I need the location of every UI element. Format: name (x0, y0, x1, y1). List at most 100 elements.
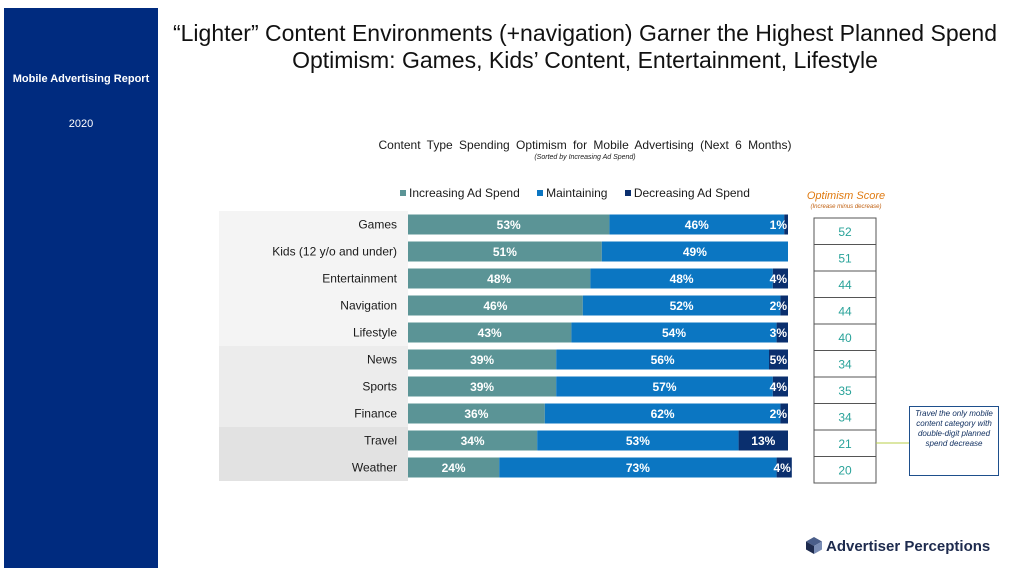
bar-label-maintaining: 73% (626, 461, 650, 475)
report-title: Mobile Advertising Report (12, 73, 150, 85)
bar-label-increasing: 53% (497, 218, 521, 232)
logo-cube-icon (806, 537, 822, 554)
optimism-score-subtitle: (Increase minus decrease) (810, 204, 882, 210)
bar-decreasing (784, 214, 788, 235)
bar-label-increasing: 36% (464, 407, 488, 421)
bar-decreasing (780, 403, 788, 424)
legend-label-maintaining: Maintaining (546, 186, 608, 200)
category-label: Weather (352, 461, 397, 475)
legend-label-increasing: Increasing Ad Spend (409, 186, 520, 200)
bar-maintaining (590, 268, 773, 289)
chart-title: Content Type Spending Optimism for Mobil… (378, 138, 792, 152)
category-group-band-2 (219, 346, 408, 427)
bar-label-maintaining: 53% (626, 434, 650, 448)
bar-decreasing (776, 457, 792, 478)
bar-label-maintaining: 57% (652, 380, 676, 394)
optimism-score-value: 44 (838, 305, 852, 319)
bar-increasing (408, 214, 610, 235)
slide-title: “Lighter” Content Environments (+navigat… (172, 20, 997, 73)
bar-increasing (408, 295, 583, 316)
bar-label-decreasing: 4% (770, 380, 788, 394)
optimism-score-cell (813, 217, 877, 245)
bar-increasing (408, 376, 557, 397)
bar-label-increasing: 24% (442, 461, 466, 475)
bar-maintaining (556, 376, 773, 397)
category-label: Travel (364, 434, 397, 448)
optimism-score-value: 21 (838, 437, 852, 451)
bar-label-maintaining: 62% (651, 407, 675, 421)
category-label: Entertainment (322, 272, 397, 286)
bar-maintaining (556, 349, 769, 370)
bar-decreasing (772, 376, 788, 397)
bar-label-increasing: 48% (487, 272, 511, 286)
optimism-score-value: 44 (838, 278, 852, 292)
category-label: Sports (362, 380, 397, 394)
chart-legend: Increasing Ad Spend Maintaining Decreasi… (400, 186, 764, 200)
optimism-score-cell (813, 350, 877, 378)
optimism-score-cell (813, 376, 877, 404)
optimism-score-value: 35 (838, 384, 852, 398)
bar-label-decreasing: 5% (770, 353, 788, 367)
bar-decreasing (738, 430, 788, 451)
bar-label-increasing: 39% (470, 380, 494, 394)
optimism-score-title: Optimism Score (806, 190, 886, 202)
bar-maintaining (582, 295, 781, 316)
bar-decreasing (772, 268, 788, 289)
category-group-band-1 (219, 211, 408, 346)
report-year: 2020 (68, 118, 94, 130)
bar-label-decreasing: 4% (773, 461, 791, 475)
category-label: Kids (12 y/o and under) (272, 245, 397, 259)
bar-label-maintaining: 46% (685, 218, 709, 232)
legend-swatch-maintaining (537, 190, 544, 196)
bar-label-decreasing: 3% (770, 326, 788, 340)
chart-subtitle: (Sorted by Increasing Ad Spend) (534, 154, 636, 161)
bar-maintaining (571, 322, 777, 343)
bar-maintaining (499, 457, 777, 478)
legend-swatch-decreasing (624, 190, 631, 196)
bar-label-increasing: 43% (478, 326, 502, 340)
bar-increasing (408, 403, 545, 424)
logo-text: Advertiser Perceptions (826, 538, 991, 555)
optimism-score-value: 34 (838, 358, 852, 372)
legend-item-decreasing: Decreasing Ad Spend (624, 186, 750, 200)
bar-label-increasing: 46% (483, 299, 507, 313)
category-label: Lifestyle (353, 326, 397, 340)
bar-decreasing (780, 295, 788, 316)
bar-label-maintaining: 56% (651, 353, 675, 367)
legend-item-increasing: Increasing Ad Spend (400, 186, 520, 200)
bar-label-decreasing: 2% (770, 299, 788, 313)
legend-item-maintaining: Maintaining (537, 186, 607, 200)
bar-label-increasing: 51% (493, 245, 517, 259)
optimism-score-value: 52 (838, 225, 852, 239)
bar-label-maintaining: 52% (670, 299, 694, 313)
bar-maintaining (601, 241, 788, 262)
category-label: Games (358, 218, 397, 232)
optimism-score-cell (813, 456, 877, 484)
optimism-score-value: 34 (838, 411, 852, 425)
bar-maintaining (609, 214, 785, 235)
bar-label-maintaining: 54% (662, 326, 686, 340)
bar-label-increasing: 39% (470, 353, 494, 367)
bar-label-decreasing: 2% (770, 407, 788, 421)
bar-label-decreasing: 13% (751, 434, 775, 448)
category-label: Navigation (340, 299, 397, 313)
bar-increasing (408, 268, 591, 289)
category-label: Finance (354, 407, 397, 421)
bar-label-increasing: 34% (461, 434, 485, 448)
optimism-score-cell (813, 323, 877, 351)
bar-label-maintaining: 49% (683, 245, 707, 259)
optimism-score-value: 40 (838, 331, 852, 345)
bar-increasing (408, 349, 557, 370)
bar-label-decreasing: 4% (770, 272, 788, 286)
optimism-score-value: 51 (838, 252, 852, 266)
optimism-score-cell (813, 403, 877, 431)
bar-maintaining (544, 403, 781, 424)
category-group-band-3 (219, 427, 408, 481)
bar-label-maintaining: 48% (670, 272, 694, 286)
category-label: News (367, 353, 397, 367)
bar-maintaining (537, 430, 739, 451)
travel-callout: Travel the only mobile content category … (909, 406, 999, 476)
bar-increasing (408, 241, 602, 262)
bar-decreasing (776, 322, 788, 343)
